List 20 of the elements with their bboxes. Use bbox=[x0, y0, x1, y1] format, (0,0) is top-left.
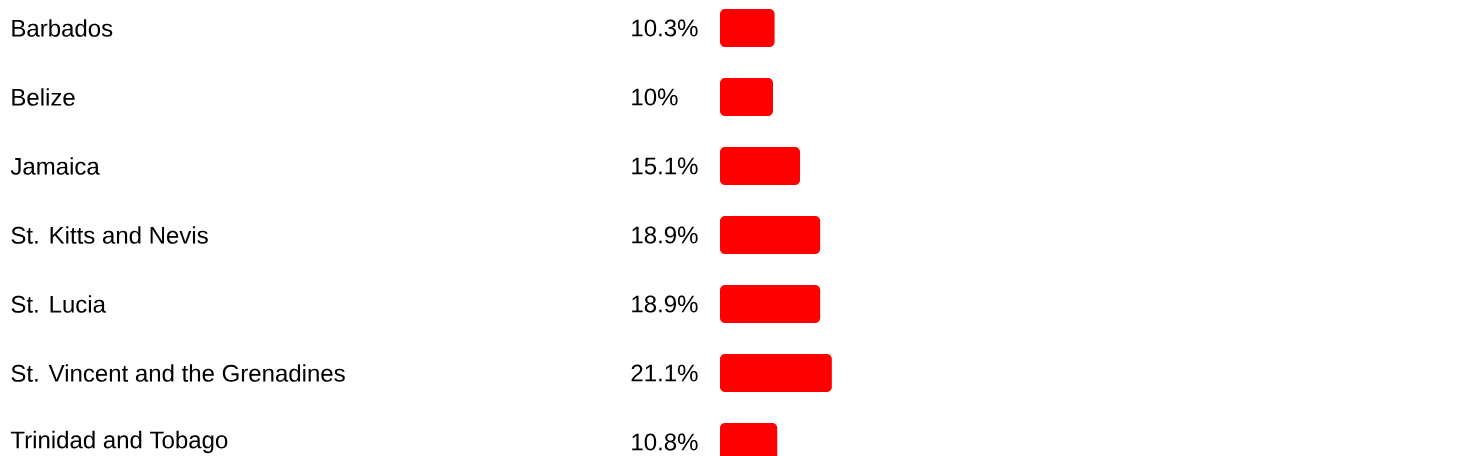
y-tick-label: St. Lucia bbox=[11, 295, 106, 313]
bar bbox=[720, 216, 821, 255]
y-tick-label: St. Kitts and Nevis bbox=[11, 226, 208, 244]
y-tick-label: St. Vincent and the Grenadines bbox=[11, 364, 345, 382]
y-tick-label: Jamaica bbox=[10, 157, 100, 175]
bar bbox=[720, 285, 821, 324]
data-label: 18.9% bbox=[632, 226, 698, 244]
bar bbox=[720, 147, 801, 185]
bar bbox=[720, 9, 775, 47]
y-tick-label: Barbados bbox=[12, 19, 113, 37]
bar bbox=[720, 354, 832, 393]
data-label: 10% bbox=[632, 88, 678, 106]
y-tick-label: Belize bbox=[12, 88, 75, 106]
y-tick-label: Trinidad and Tobago bbox=[10, 430, 228, 454]
data-label: 10.3% bbox=[632, 19, 698, 37]
data-label: 15.1% bbox=[632, 157, 698, 175]
data-label: 10.8% bbox=[632, 433, 698, 451]
data-label: 18.9% bbox=[632, 295, 698, 313]
data-label: 21.1% bbox=[631, 364, 698, 382]
bar bbox=[720, 78, 773, 116]
